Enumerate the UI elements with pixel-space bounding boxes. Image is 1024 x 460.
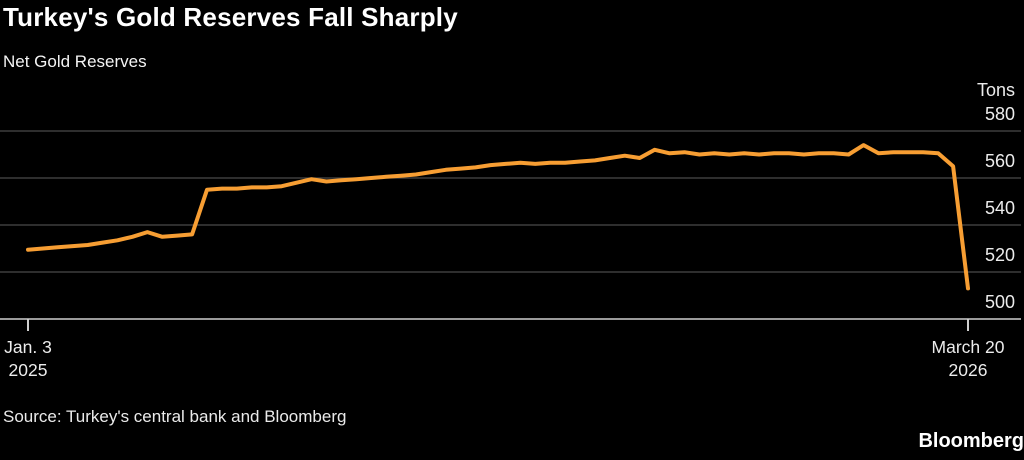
source-note: Source: Turkey's central bank and Bloomb… bbox=[3, 407, 347, 426]
x-tick-year: 2026 bbox=[948, 360, 988, 380]
x-tick-label-end: March 20 2026 bbox=[906, 336, 1024, 382]
y-tick-label: 500 bbox=[984, 292, 1015, 312]
x-tick-date: March 20 bbox=[931, 337, 1005, 357]
data-line-net-gold-reserves bbox=[26, 143, 970, 291]
x-tick-label-start: Jan. 3 2025 bbox=[0, 336, 90, 382]
y-tick-label: 520 bbox=[984, 245, 1015, 265]
x-tick-year: 2025 bbox=[8, 360, 48, 380]
bloomberg-logo: Bloomberg bbox=[918, 430, 1024, 452]
chart-title: Turkey's Gold Reserves Fall Sharply bbox=[3, 2, 458, 32]
y-tick-label: 580 bbox=[984, 104, 1015, 124]
x-tick-date: Jan. 3 bbox=[4, 337, 52, 357]
y-tick-label: 560 bbox=[984, 151, 1015, 171]
line-chart bbox=[0, 130, 1021, 331]
chart-subtitle: Net Gold Reserves bbox=[3, 52, 147, 71]
y-tick-label: 540 bbox=[984, 198, 1015, 218]
y-axis-unit-label: Tons bbox=[976, 80, 1015, 100]
